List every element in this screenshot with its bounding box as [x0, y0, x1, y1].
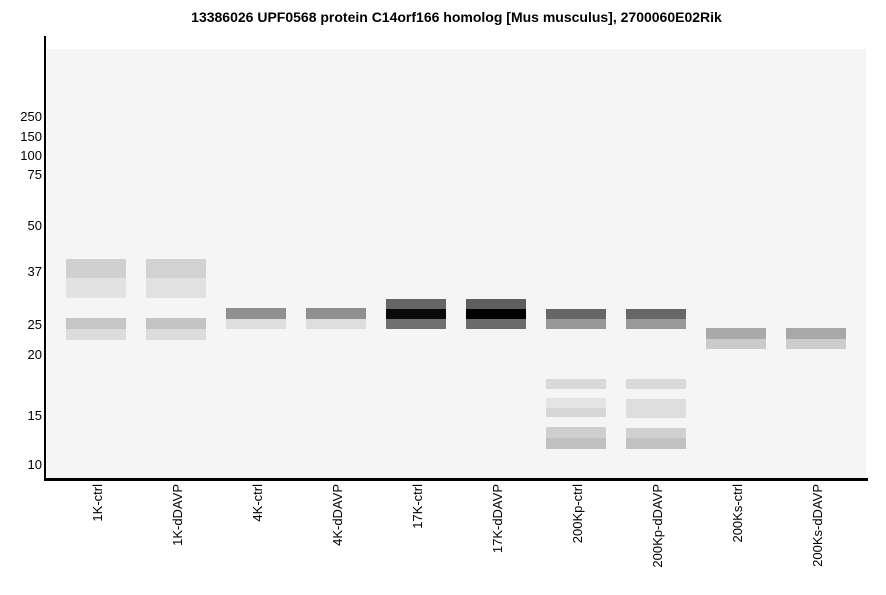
band-segment-200Kp-ctrl — [546, 438, 606, 449]
x-tick-label-200Kp-ctrl: 200Kp-ctrl — [570, 484, 585, 544]
band-segment-200Kp-dDAVP — [626, 428, 686, 438]
figure-title: 13386026 UPF0568 protein C14orf166 homol… — [191, 9, 722, 25]
x-axis-line — [44, 478, 868, 481]
y-tick-label-15: 15 — [27, 408, 42, 423]
band-segment-1K-ctrl — [66, 318, 126, 329]
y-tick-label-50: 50 — [27, 218, 42, 233]
band-segment-4K-ctrl — [226, 308, 286, 319]
band-segment-4K-ctrl — [226, 319, 286, 329]
band-segment-1K-ctrl — [66, 259, 126, 278]
x-tick-label-1K-dDAVP: 1K-dDAVP — [170, 484, 185, 546]
band-segment-200Kp-dDAVP — [626, 309, 686, 319]
y-tick-label-150: 150 — [20, 129, 42, 144]
band-segment-17K-dDAVP — [466, 319, 526, 329]
x-tick-label-17K-dDAVP: 17K-dDAVP — [490, 484, 505, 554]
y-tick-label-10: 10 — [27, 457, 42, 472]
band-segment-200Kp-ctrl — [546, 319, 606, 329]
x-tick-label-17K-ctrl: 17K-ctrl — [410, 484, 425, 529]
band-segment-17K-dDAVP — [466, 299, 526, 309]
y-tick-label-75: 75 — [27, 167, 42, 182]
y-tick-label-100: 100 — [20, 148, 42, 163]
band-segment-1K-dDAVP — [146, 318, 206, 329]
y-tick-label-25: 25 — [27, 317, 42, 332]
x-tick-label-200Ks-ctrl: 200Ks-ctrl — [730, 484, 745, 543]
band-segment-1K-ctrl — [66, 329, 126, 340]
band-segment-17K-ctrl — [386, 319, 446, 329]
x-tick-label-200Ks-dDAVP: 200Ks-dDAVP — [810, 484, 825, 567]
band-segment-200Kp-ctrl — [546, 379, 606, 389]
band-segment-200Ks-dDAVP — [786, 339, 846, 349]
band-segment-200Kp-ctrl — [546, 427, 606, 438]
y-tick-label-20: 20 — [27, 347, 42, 362]
x-tick-label-4K-dDAVP: 4K-dDAVP — [330, 484, 345, 546]
band-segment-4K-dDAVP — [306, 308, 366, 319]
band-segment-200Kp-dDAVP — [626, 319, 686, 329]
y-tick-label-37: 37 — [27, 264, 42, 279]
band-segment-4K-dDAVP — [306, 319, 366, 329]
band-segment-200Kp-ctrl — [546, 398, 606, 408]
x-tick-label-200Kp-dDAVP: 200Kp-dDAVP — [650, 484, 665, 568]
x-tick-label-4K-ctrl: 4K-ctrl — [250, 484, 265, 522]
x-tick-label-1K-ctrl: 1K-ctrl — [90, 484, 105, 522]
band-segment-200Kp-dDAVP — [626, 399, 686, 418]
band-segment-200Kp-dDAVP — [626, 379, 686, 389]
band-segment-17K-ctrl — [386, 309, 446, 319]
band-segment-200Kp-ctrl — [546, 408, 606, 417]
band-segment-1K-dDAVP — [146, 329, 206, 340]
band-segment-200Ks-dDAVP — [786, 328, 846, 339]
band-segment-1K-dDAVP — [146, 278, 206, 298]
y-tick-label-250: 250 — [20, 109, 42, 124]
band-segment-200Ks-ctrl — [706, 328, 766, 339]
band-segment-1K-ctrl — [66, 278, 126, 298]
band-segment-1K-dDAVP — [146, 259, 206, 278]
band-segment-200Ks-ctrl — [706, 339, 766, 349]
y-axis-line — [44, 36, 46, 481]
band-segment-200Kp-ctrl — [546, 309, 606, 319]
band-segment-17K-ctrl — [386, 299, 446, 309]
band-segment-200Kp-dDAVP — [626, 438, 686, 449]
band-segment-17K-dDAVP — [466, 309, 526, 319]
